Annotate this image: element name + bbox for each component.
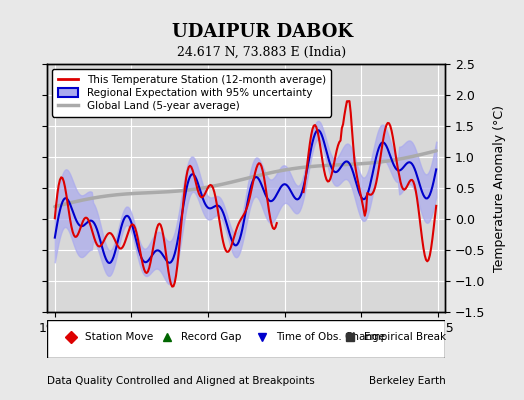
Text: Empirical Break: Empirical Break xyxy=(364,332,446,342)
Text: 24.617 N, 73.883 E (India): 24.617 N, 73.883 E (India) xyxy=(178,46,346,58)
Legend: This Temperature Station (12-month average), Regional Expectation with 95% uncer: This Temperature Station (12-month avera… xyxy=(52,69,331,116)
Y-axis label: Temperature Anomaly (°C): Temperature Anomaly (°C) xyxy=(493,104,506,272)
Text: Berkeley Earth: Berkeley Earth xyxy=(369,376,445,386)
Text: Record Gap: Record Gap xyxy=(181,332,241,342)
Text: Time of Obs. Change: Time of Obs. Change xyxy=(276,332,385,342)
Text: Data Quality Controlled and Aligned at Breakpoints: Data Quality Controlled and Aligned at B… xyxy=(47,376,315,386)
Text: Station Move: Station Move xyxy=(85,332,153,342)
Text: UDAIPUR DABOK: UDAIPUR DABOK xyxy=(171,23,353,41)
